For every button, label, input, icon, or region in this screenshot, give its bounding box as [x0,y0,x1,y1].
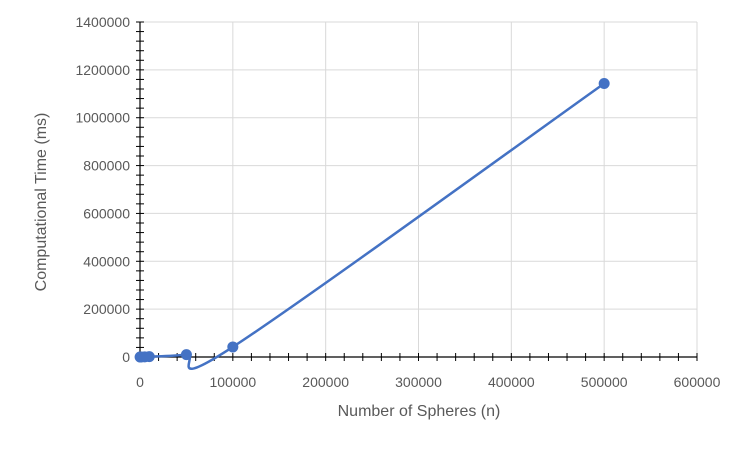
series-line [139,82,605,371]
x-tick-label: 0 [136,374,144,390]
x-axis-title: Number of Spheres (n) [338,403,501,420]
y-tick-label: 1000000 [75,110,130,126]
axes [136,21,698,361]
y-tick-label: 1200000 [75,62,130,78]
x-tick-label: 100000 [209,374,256,390]
grid [140,21,698,357]
y-tick-label: 0 [122,349,130,365]
y-tick-label: 400000 [83,253,130,269]
tick-labels: 0 100000 200000 300000 400000 500000 600000 0 20… [75,14,720,390]
data-point [227,341,239,353]
x-tick-label: 500000 [581,374,628,390]
x-tick-label: 300000 [395,374,442,390]
data-point [180,349,192,361]
x-tick-label: 200000 [302,374,349,390]
x-tick-label: 600000 [674,374,721,390]
y-tick-label: 600000 [83,205,130,221]
y-tick-label: 200000 [83,301,130,317]
y-tick-label: 800000 [83,158,130,174]
data-point [143,351,155,363]
series [134,77,610,371]
y-tick-label: 1400000 [75,14,130,30]
data-point [598,77,610,89]
y-axis-title: Computational Time (ms) [33,113,50,292]
x-tick-label: 400000 [488,374,535,390]
